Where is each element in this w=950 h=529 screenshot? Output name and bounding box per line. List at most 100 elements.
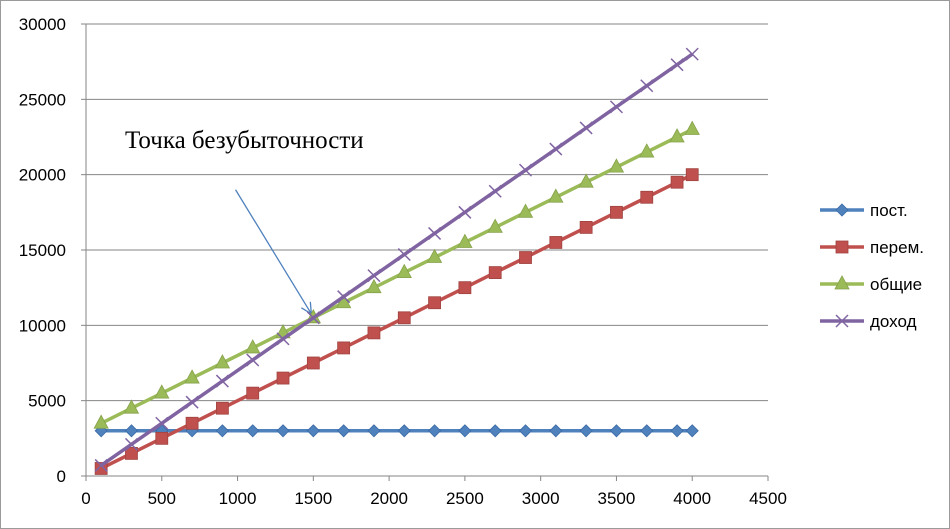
data-point: [518, 163, 533, 177]
data-point: [834, 275, 850, 290]
data-point: [548, 188, 564, 203]
data-point: [123, 399, 140, 414]
data-point: [184, 369, 200, 384]
data-point: [579, 424, 593, 438]
data-point: [639, 143, 655, 158]
y-tick-label: 25000: [19, 90, 66, 109]
data-point: [306, 356, 320, 370]
data-point: [549, 424, 563, 438]
data-point: [579, 220, 593, 234]
data-point: [835, 240, 849, 254]
annotation-arrow-head: [300, 307, 312, 315]
data-point-stroke: [246, 353, 260, 367]
data-point-stroke: [215, 374, 229, 388]
data-point: [669, 128, 685, 143]
legend: пост. перем. общие доход: [820, 201, 924, 331]
series-0: [94, 424, 699, 438]
data-point: [684, 120, 700, 135]
data-point: [337, 424, 351, 438]
y-tick-label: 0: [57, 467, 66, 486]
y-tick-label: 10000: [19, 316, 66, 335]
data-point: [246, 386, 260, 400]
grid-lines: [86, 23, 768, 402]
data-point: [155, 431, 169, 445]
data-point: [94, 458, 108, 472]
data-point: [306, 311, 320, 325]
data-point: [670, 424, 684, 438]
annotation-label: Точка безубыточности: [125, 127, 364, 154]
data-point: [337, 341, 351, 355]
y-tick-label: 5000: [28, 392, 66, 411]
x-tick-label: 2500: [446, 489, 484, 508]
data-point-stroke: [185, 395, 199, 409]
data-point: [670, 175, 684, 189]
series-1: [94, 168, 699, 475]
data-point-stroke: [397, 247, 411, 262]
data-point: [685, 47, 699, 61]
legend-label: общие: [870, 275, 922, 294]
data-point: [215, 401, 229, 415]
data-point: [397, 311, 411, 325]
data-point: [458, 424, 472, 438]
tick-labels: 0 5000 10000 15000 20000 25000 30000 0 500 1000 15…: [19, 15, 787, 508]
legend-item: доход: [820, 312, 917, 331]
data-point: [367, 269, 381, 283]
data-point: [366, 278, 382, 294]
data-point: [457, 233, 473, 248]
data-point: [125, 446, 138, 460]
data-point-stroke: [94, 458, 108, 472]
data-point: [685, 424, 699, 438]
data-point: [578, 173, 594, 188]
data-point-stroke: [337, 290, 351, 304]
axes: [81, 23, 769, 481]
data-point: [397, 424, 411, 438]
data-point: [458, 281, 472, 295]
data-point: [609, 100, 623, 114]
data-point: [428, 424, 442, 438]
data-point: [670, 58, 684, 72]
x-tick-label: 3000: [522, 489, 560, 508]
data-point: [517, 203, 534, 218]
data-point-stroke: [428, 226, 442, 240]
data-point: [215, 374, 229, 388]
data-point-stroke: [549, 142, 563, 156]
data-point-stroke: [579, 121, 593, 135]
data-point: [306, 424, 320, 438]
data-point-stroke: [685, 47, 699, 61]
legend-item: общие: [820, 275, 922, 294]
legend-item: пост.: [820, 201, 908, 220]
data-point-stroke: [458, 205, 472, 219]
x-tick-label: 500: [148, 489, 176, 508]
data-point: [640, 79, 654, 93]
data-point: [276, 371, 290, 385]
data-point: [488, 266, 502, 280]
annotation-arrow: [235, 189, 312, 315]
data-point: [93, 414, 109, 429]
data-point: [835, 314, 849, 328]
data-point: [685, 168, 699, 182]
data-point: [458, 205, 472, 219]
data-point-stroke: [124, 437, 138, 451]
data-point: [488, 424, 502, 438]
data-point-stroke: [488, 184, 502, 198]
legend-label: пост.: [870, 201, 908, 220]
data-point: [245, 339, 261, 354]
annotation-arrow-head: [309, 301, 312, 314]
data-point-stroke: [670, 58, 684, 72]
data-point: [155, 416, 169, 430]
data-point: [367, 424, 381, 438]
y-tick-label: 20000: [19, 166, 66, 185]
data-point: [549, 236, 563, 249]
data-point: [608, 158, 625, 173]
data-point: [835, 203, 849, 217]
data-point: [337, 290, 351, 304]
y-tick-label: 15000: [19, 241, 66, 260]
data-point-stroke: [367, 269, 381, 283]
data-point: [367, 326, 381, 340]
data-point-stroke: [835, 314, 849, 328]
x-tick-label: 0: [81, 489, 90, 508]
series-2: [93, 120, 700, 429]
data-point: [246, 424, 260, 438]
data-point-stroke: [609, 100, 623, 114]
data-point: [154, 384, 170, 399]
